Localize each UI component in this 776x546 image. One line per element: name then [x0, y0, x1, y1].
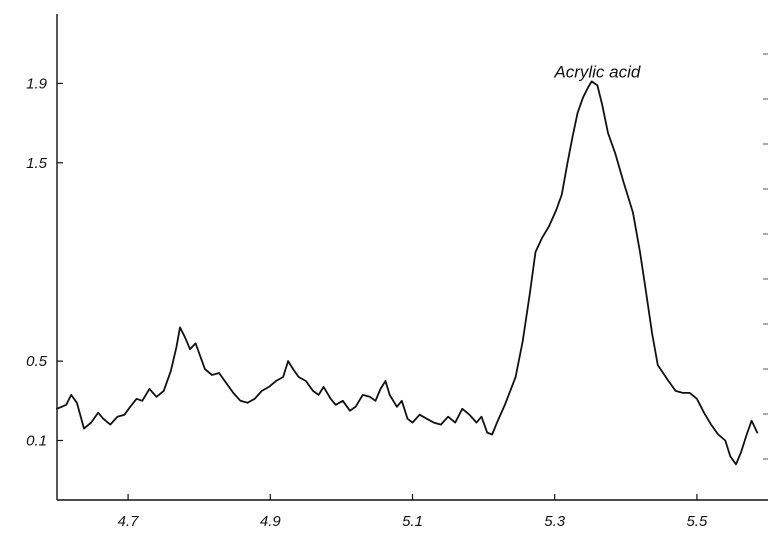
annotation-group: Acrylic acid: [553, 62, 641, 81]
y-tick-label: 1.9: [26, 75, 48, 92]
x-tick-label: 5.3: [544, 513, 566, 530]
x-tick-label: 4.7: [118, 513, 140, 530]
peak-annotation-label: Acrylic acid: [553, 62, 641, 81]
y-tick-label: 1.5: [26, 155, 48, 172]
x-tick-label: 4.9: [260, 513, 282, 530]
series-line: [56, 80, 759, 466]
y-tick-label: 0.1: [26, 432, 47, 449]
y-tick-label: 0.5: [26, 353, 48, 370]
frame-ticks: [763, 53, 768, 460]
x-tick-label: 5.1: [402, 513, 423, 530]
y-axis-ticks: 0.1 0.5 1.5 1.9: [26, 75, 63, 449]
x-tick-label: 5.5: [686, 513, 708, 530]
plot-axes: [56, 14, 768, 501]
series-group: [56, 80, 759, 466]
x-axis-ticks: 4.7 4.9 5.1 5.3 5.5: [118, 494, 708, 530]
